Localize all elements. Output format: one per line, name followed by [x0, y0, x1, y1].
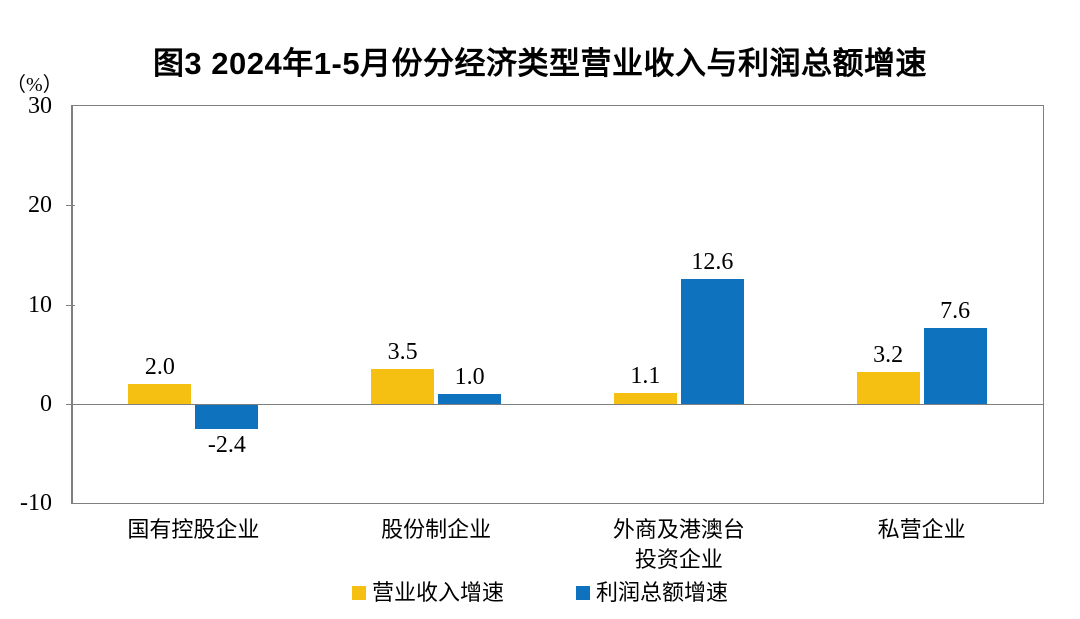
- y-axis-tick-mark: [66, 403, 75, 405]
- y-axis-tick-label: 30: [28, 93, 52, 119]
- bar-value-label: 1.1: [630, 362, 661, 389]
- bar: [371, 369, 435, 404]
- x-axis-category-label: 外商及港澳台 投资企业: [612, 517, 745, 572]
- legend-item: 营业收入增速: [351, 580, 504, 606]
- bar-value-label: 12.6: [691, 248, 734, 275]
- y-axis-tick-mark: [66, 205, 75, 207]
- legend: 营业收入增速 利润总额增速: [0, 580, 1080, 606]
- legend-swatch: [576, 586, 590, 600]
- bar-value-label: 7.6: [940, 298, 971, 325]
- bar: [195, 404, 259, 429]
- bar-value-label: 3.2: [873, 341, 904, 368]
- legend-item: 利润总额增速: [576, 580, 728, 606]
- bar-value-label: -2.4: [207, 431, 246, 458]
- x-axis-category-label: 私营企业: [877, 517, 966, 542]
- bar: [856, 371, 920, 404]
- y-axis-unit-label: （%）: [6, 74, 63, 96]
- bar-value-label: 1.0: [454, 363, 485, 390]
- legend-swatch: [351, 586, 366, 600]
- bar: [128, 383, 192, 404]
- zero-gridline: [72, 403, 1043, 405]
- bar: [680, 278, 744, 404]
- y-axis-tick-label: -10: [20, 490, 52, 516]
- y-axis-tick-label: 0: [40, 390, 52, 417]
- x-axis-category-label: 国有控股企业: [127, 517, 260, 542]
- bar: [923, 328, 987, 404]
- legend-label: 利润总额增速: [596, 580, 729, 605]
- y-axis-tick-label: 20: [28, 192, 52, 219]
- x-axis-category-label: 股份制企业: [381, 517, 492, 542]
- bar: [438, 393, 502, 404]
- y-axis-tick-label: 10: [28, 291, 52, 318]
- chart-title: 图3 2024年1-5月份分经济类型营业收入与利润总额增速: [152, 46, 928, 81]
- legend-label: 营业收入增速: [371, 580, 504, 605]
- bar-value-label: 3.5: [387, 339, 418, 365]
- bar: [613, 392, 677, 404]
- y-axis-tick-mark: [66, 304, 75, 306]
- bar-value-label: 2.0: [144, 353, 175, 380]
- plot-area: [71, 105, 1044, 504]
